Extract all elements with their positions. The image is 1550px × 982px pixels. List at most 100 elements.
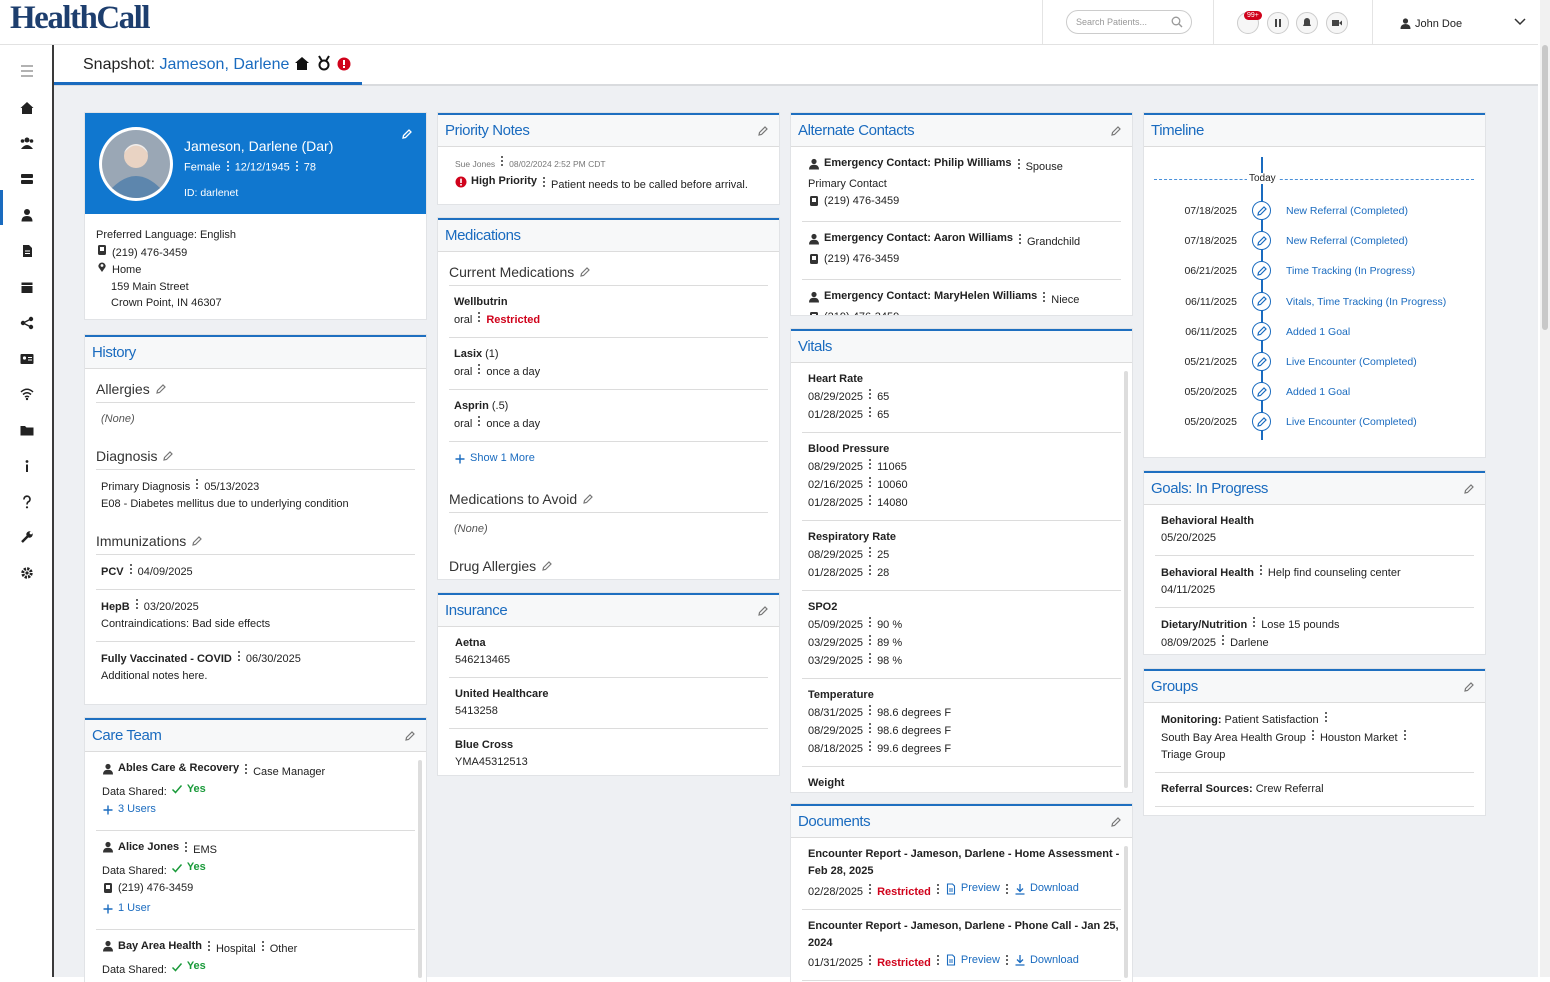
preview[interactable]: Preview: [945, 880, 1000, 897]
glyph: [869, 883, 872, 886]
glyph: [1256, 417, 1267, 427]
dots-icon: [261, 941, 264, 952]
nav-icon[interactable]: [20, 101, 34, 115]
glyph: [171, 863, 182, 873]
pencil-icon[interactable]: [1256, 356, 1268, 368]
status-icons: [294, 55, 351, 71]
event-node[interactable]: [1252, 412, 1271, 432]
item-line: 08/29/2025 11065: [808, 458, 1121, 476]
pencil-icon[interactable]: [1256, 265, 1268, 277]
glyph: [226, 161, 229, 163]
glyph: [1005, 955, 1008, 958]
glyph: [936, 955, 939, 958]
dots-icon: [207, 941, 210, 952]
dots-icon: [543, 176, 546, 187]
alerts-button[interactable]: [1296, 12, 1318, 34]
pencil-icon[interactable]: [1110, 816, 1122, 828]
pencil-icon[interactable]: [582, 493, 594, 505]
download[interactable]: Download: [1014, 952, 1079, 969]
item-line: Alice Jones EMS: [102, 839, 415, 860]
add[interactable]: 1 User: [102, 900, 150, 917]
nav-icon[interactable]: [20, 172, 34, 186]
search-box[interactable]: Search Patients...: [1066, 10, 1192, 34]
glyph: [237, 651, 240, 653]
event-node[interactable]: [1252, 291, 1271, 311]
nav-icon[interactable]: [20, 387, 34, 401]
pencil-icon[interactable]: [162, 450, 174, 462]
event-node[interactable]: [1252, 352, 1271, 371]
pencil-icon[interactable]: [191, 535, 203, 547]
glyph: [100, 264, 104, 267]
nav-icon[interactable]: [20, 495, 34, 509]
nav-icon[interactable]: [20, 316, 34, 330]
card-title: Timeline: [1151, 122, 1204, 139]
separator: [261, 940, 265, 958]
nav-icon[interactable]: [20, 423, 34, 437]
event-link[interactable]: New Referral (Completed): [1286, 235, 1408, 248]
nav-icon[interactable]: [20, 530, 34, 544]
event-link[interactable]: Live Encounter (Completed): [1286, 416, 1417, 429]
pause-button[interactable]: [1267, 12, 1289, 34]
pencil-icon[interactable]: [155, 383, 167, 395]
pencil-icon[interactable]: [1256, 386, 1268, 398]
nav-icon[interactable]: [20, 566, 34, 580]
pencil-icon[interactable]: [1256, 235, 1268, 247]
glyph: [1017, 158, 1020, 161]
pencil-icon[interactable]: [1256, 205, 1268, 217]
pencil-icon[interactable]: [1463, 681, 1475, 693]
user-menu[interactable]: John Doe: [1415, 18, 1463, 30]
pencil-icon[interactable]: [1463, 483, 1475, 495]
text: 08/18/2025: [808, 742, 864, 755]
nav-icon[interactable]: [20, 208, 34, 222]
glyph: [1256, 235, 1267, 246]
pencil-icon[interactable]: [757, 125, 769, 137]
preview[interactable]: Preview: [945, 952, 1000, 969]
logo[interactable]: HealthCall: [10, 0, 151, 36]
nav-icon[interactable]: [20, 352, 34, 366]
nav-icon[interactable]: [20, 64, 34, 78]
event-node[interactable]: [1252, 261, 1271, 281]
scrollbar[interactable]: [1124, 371, 1128, 788]
section-name: Diagnosis: [96, 448, 158, 464]
pencil-icon[interactable]: [1256, 325, 1268, 337]
edit-icon[interactable]: [401, 128, 413, 140]
separator: [868, 564, 872, 582]
event-link[interactable]: Live Encounter (Completed): [1286, 356, 1417, 368]
download[interactable]: Download: [1014, 880, 1079, 897]
pencil-icon[interactable]: [1256, 295, 1268, 307]
scrollbar[interactable]: [418, 760, 422, 978]
event-node[interactable]: [1252, 382, 1271, 402]
pencil-icon[interactable]: [1110, 125, 1122, 137]
divider: [1372, 0, 1373, 44]
separator: [868, 388, 872, 406]
chevron[interactable]: [1514, 17, 1526, 27]
pencil-icon[interactable]: [757, 605, 769, 617]
add[interactable]: 3 Users: [102, 801, 156, 818]
pencil-icon[interactable]: [579, 266, 591, 278]
text: 08/31/2025: [808, 706, 864, 719]
page-scrollbar[interactable]: [1540, 0, 1550, 977]
separator: [868, 704, 872, 722]
nav-icon[interactable]: [20, 459, 34, 473]
event-link[interactable]: Added 1 Goal: [1286, 325, 1351, 338]
event-link[interactable]: Time Tracking (In Progress): [1286, 265, 1416, 278]
text: (219) 476-3459: [118, 881, 194, 894]
nav-icon[interactable]: [20, 244, 34, 258]
video-button[interactable]: [1326, 12, 1348, 34]
event-link[interactable]: Added 1 Goal: [1286, 386, 1351, 399]
event-link[interactable]: Vitals, Time Tracking (In Progress): [1286, 295, 1447, 308]
pencil-icon[interactable]: [404, 730, 416, 742]
event-node[interactable]: [1252, 321, 1271, 341]
event-link[interactable]: New Referral (Completed): [1286, 205, 1408, 217]
pencil-icon[interactable]: [1256, 416, 1268, 428]
event-node[interactable]: [1252, 201, 1271, 220]
add[interactable]: Show 1 More: [454, 450, 535, 467]
scroll-thumb[interactable]: [1542, 45, 1548, 330]
pencil-icon[interactable]: [541, 560, 553, 572]
nav-icon[interactable]: [20, 280, 34, 294]
section: Diagnosis Primary Diagnosis 05/13/2023 E08 …: [96, 436, 415, 521]
scrollbar[interactable]: [1124, 846, 1128, 978]
nav-icon[interactable]: [20, 136, 34, 150]
event-node[interactable]: [1252, 231, 1271, 251]
text: (None): [101, 413, 135, 425]
